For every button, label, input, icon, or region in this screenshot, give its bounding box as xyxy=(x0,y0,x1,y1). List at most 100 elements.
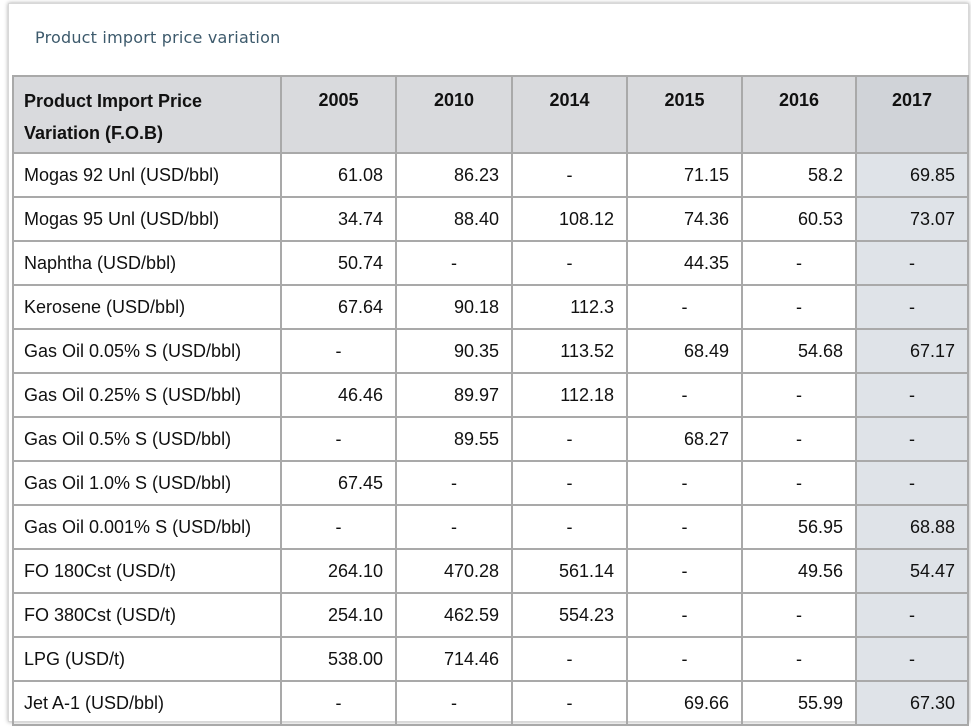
price-value-cell: 49.56 xyxy=(741,548,857,594)
product-name-cell: Naphtha (USD/bbl) xyxy=(12,240,282,286)
price-variation-table: Product Import Price Variation (F.O.B) 2… xyxy=(12,75,969,726)
table-body: Mogas 92 Unl (USD/bbl) 61.08 86.23-71.15 58… xyxy=(12,152,969,726)
price-value-cell: 50.74 xyxy=(280,240,397,286)
price-value-cell: 74.36 xyxy=(626,196,743,242)
price-value-cell: 714.46 xyxy=(395,636,513,682)
price-value-cell: 54.68 xyxy=(741,328,857,374)
price-value-cell: 554.23 xyxy=(511,592,628,638)
price-value-cell: 462.59 xyxy=(395,592,513,638)
price-value-cell: 73.07 xyxy=(855,196,969,242)
table-row: Gas Oil 0.25% S (USD/bbl) 46.46 89.97 112.1… xyxy=(12,372,969,418)
price-value-cell: 67.17 xyxy=(855,328,969,374)
price-value-cell: - xyxy=(511,460,628,506)
price-value-cell: 58.2 xyxy=(741,152,857,198)
product-name-cell: LPG (USD/t) xyxy=(12,636,282,682)
product-name-cell: FO 180Cst (USD/t) xyxy=(12,548,282,594)
price-value-cell: 89.97 xyxy=(395,372,513,418)
price-value-cell: 61.08 xyxy=(280,152,397,198)
price-value-cell: - xyxy=(741,636,857,682)
price-value-cell: 56.95 xyxy=(741,504,857,550)
price-value-cell: - xyxy=(626,460,743,506)
price-value-cell: 71.15 xyxy=(626,152,743,198)
price-value-cell: - xyxy=(855,460,969,506)
price-value-cell: 34.74 xyxy=(280,196,397,242)
price-value-cell: - xyxy=(511,504,628,550)
price-value-cell: 67.64 xyxy=(280,284,397,330)
price-value-cell: - xyxy=(855,372,969,418)
price-value-cell: - xyxy=(511,636,628,682)
price-value-cell: 561.14 xyxy=(511,548,628,594)
product-name-cell: Gas Oil 1.0% S (USD/bbl) xyxy=(12,460,282,506)
table-row: LPG (USD/t) 538.00 714.46- - - - xyxy=(12,636,969,682)
price-value-cell: 44.35 xyxy=(626,240,743,286)
price-value-cell: 470.28 xyxy=(395,548,513,594)
price-value-cell: - xyxy=(280,680,397,726)
column-header-year: 2017 xyxy=(855,75,969,154)
column-header-year: 2005 xyxy=(280,75,397,154)
table-row: Gas Oil 0.5% S (USD/bbl) -89.55-68.27- - xyxy=(12,416,969,462)
price-value-cell: - xyxy=(511,152,628,198)
price-value-cell: - xyxy=(741,372,857,418)
table-row: Gas Oil 0.001% S (USD/bbl) - - - -56.95 68.88 xyxy=(12,504,969,550)
price-value-cell: - xyxy=(855,284,969,330)
price-value-cell: - xyxy=(741,240,857,286)
price-value-cell: - xyxy=(626,504,743,550)
price-value-cell: - xyxy=(741,460,857,506)
table-row: Mogas 95 Unl (USD/bbl) 34.74 88.40 108.12 74… xyxy=(12,196,969,242)
price-value-cell: - xyxy=(626,636,743,682)
price-value-cell: - xyxy=(741,284,857,330)
table-row: Jet A-1 (USD/bbl) - - -69.66 55.99 67.30 xyxy=(12,680,969,726)
table-header-row: Product Import Price Variation (F.O.B) 2… xyxy=(12,75,969,154)
price-value-cell: 264.10 xyxy=(280,548,397,594)
table-row: Kerosene (USD/bbl) 67.64 90.18 112.3- - - xyxy=(12,284,969,330)
price-value-cell: 89.55 xyxy=(395,416,513,462)
column-header-year: 2014 xyxy=(511,75,628,154)
price-value-cell: 60.53 xyxy=(741,196,857,242)
price-value-cell: - xyxy=(741,416,857,462)
price-value-cell: 112.18 xyxy=(511,372,628,418)
product-name-cell: Mogas 95 Unl (USD/bbl) xyxy=(12,196,282,242)
price-value-cell: - xyxy=(395,240,513,286)
price-value-cell: 108.12 xyxy=(511,196,628,242)
price-value-cell: - xyxy=(626,592,743,638)
price-variation-card: Product import price variation Product I… xyxy=(8,3,969,726)
price-value-cell: 90.35 xyxy=(395,328,513,374)
price-value-cell: - xyxy=(511,240,628,286)
price-value-cell: - xyxy=(511,680,628,726)
price-value-cell: - xyxy=(626,548,743,594)
product-name-cell: Gas Oil 0.001% S (USD/bbl) xyxy=(12,504,282,550)
price-value-cell: 86.23 xyxy=(395,152,513,198)
price-value-cell: - xyxy=(280,328,397,374)
column-header-year: 2015 xyxy=(626,75,743,154)
product-name-cell: Jet A-1 (USD/bbl) xyxy=(12,680,282,726)
price-value-cell: - xyxy=(280,416,397,462)
product-name-cell: Gas Oil 0.5% S (USD/bbl) xyxy=(12,416,282,462)
price-value-cell: - xyxy=(280,504,397,550)
price-value-cell: 88.40 xyxy=(395,196,513,242)
product-name-cell: Kerosene (USD/bbl) xyxy=(12,284,282,330)
price-value-cell: 69.85 xyxy=(855,152,969,198)
price-value-cell: 538.00 xyxy=(280,636,397,682)
price-value-cell: - xyxy=(626,284,743,330)
price-value-cell: 67.30 xyxy=(855,680,969,726)
price-value-cell: 54.47 xyxy=(855,548,969,594)
table-row: Gas Oil 0.05% S (USD/bbl) -90.35 113.52 68.… xyxy=(12,328,969,374)
product-name-cell: Gas Oil 0.05% S (USD/bbl) xyxy=(12,328,282,374)
price-value-cell: - xyxy=(626,372,743,418)
table-row: Mogas 92 Unl (USD/bbl) 61.08 86.23-71.15 58… xyxy=(12,152,969,198)
price-value-cell: 69.66 xyxy=(626,680,743,726)
product-name-cell: Gas Oil 0.25% S (USD/bbl) xyxy=(12,372,282,418)
product-name-cell: FO 380Cst (USD/t) xyxy=(12,592,282,638)
price-value-cell: 254.10 xyxy=(280,592,397,638)
price-value-cell: - xyxy=(855,592,969,638)
price-value-cell: - xyxy=(855,636,969,682)
price-value-cell: 68.49 xyxy=(626,328,743,374)
price-value-cell: - xyxy=(741,592,857,638)
price-value-cell: 113.52 xyxy=(511,328,628,374)
price-value-cell: 68.27 xyxy=(626,416,743,462)
price-value-cell: 90.18 xyxy=(395,284,513,330)
table-row: Gas Oil 1.0% S (USD/bbl) 67.45- - - - - xyxy=(12,460,969,506)
price-value-cell: 112.3 xyxy=(511,284,628,330)
column-header-year: 2016 xyxy=(741,75,857,154)
price-value-cell: - xyxy=(395,680,513,726)
